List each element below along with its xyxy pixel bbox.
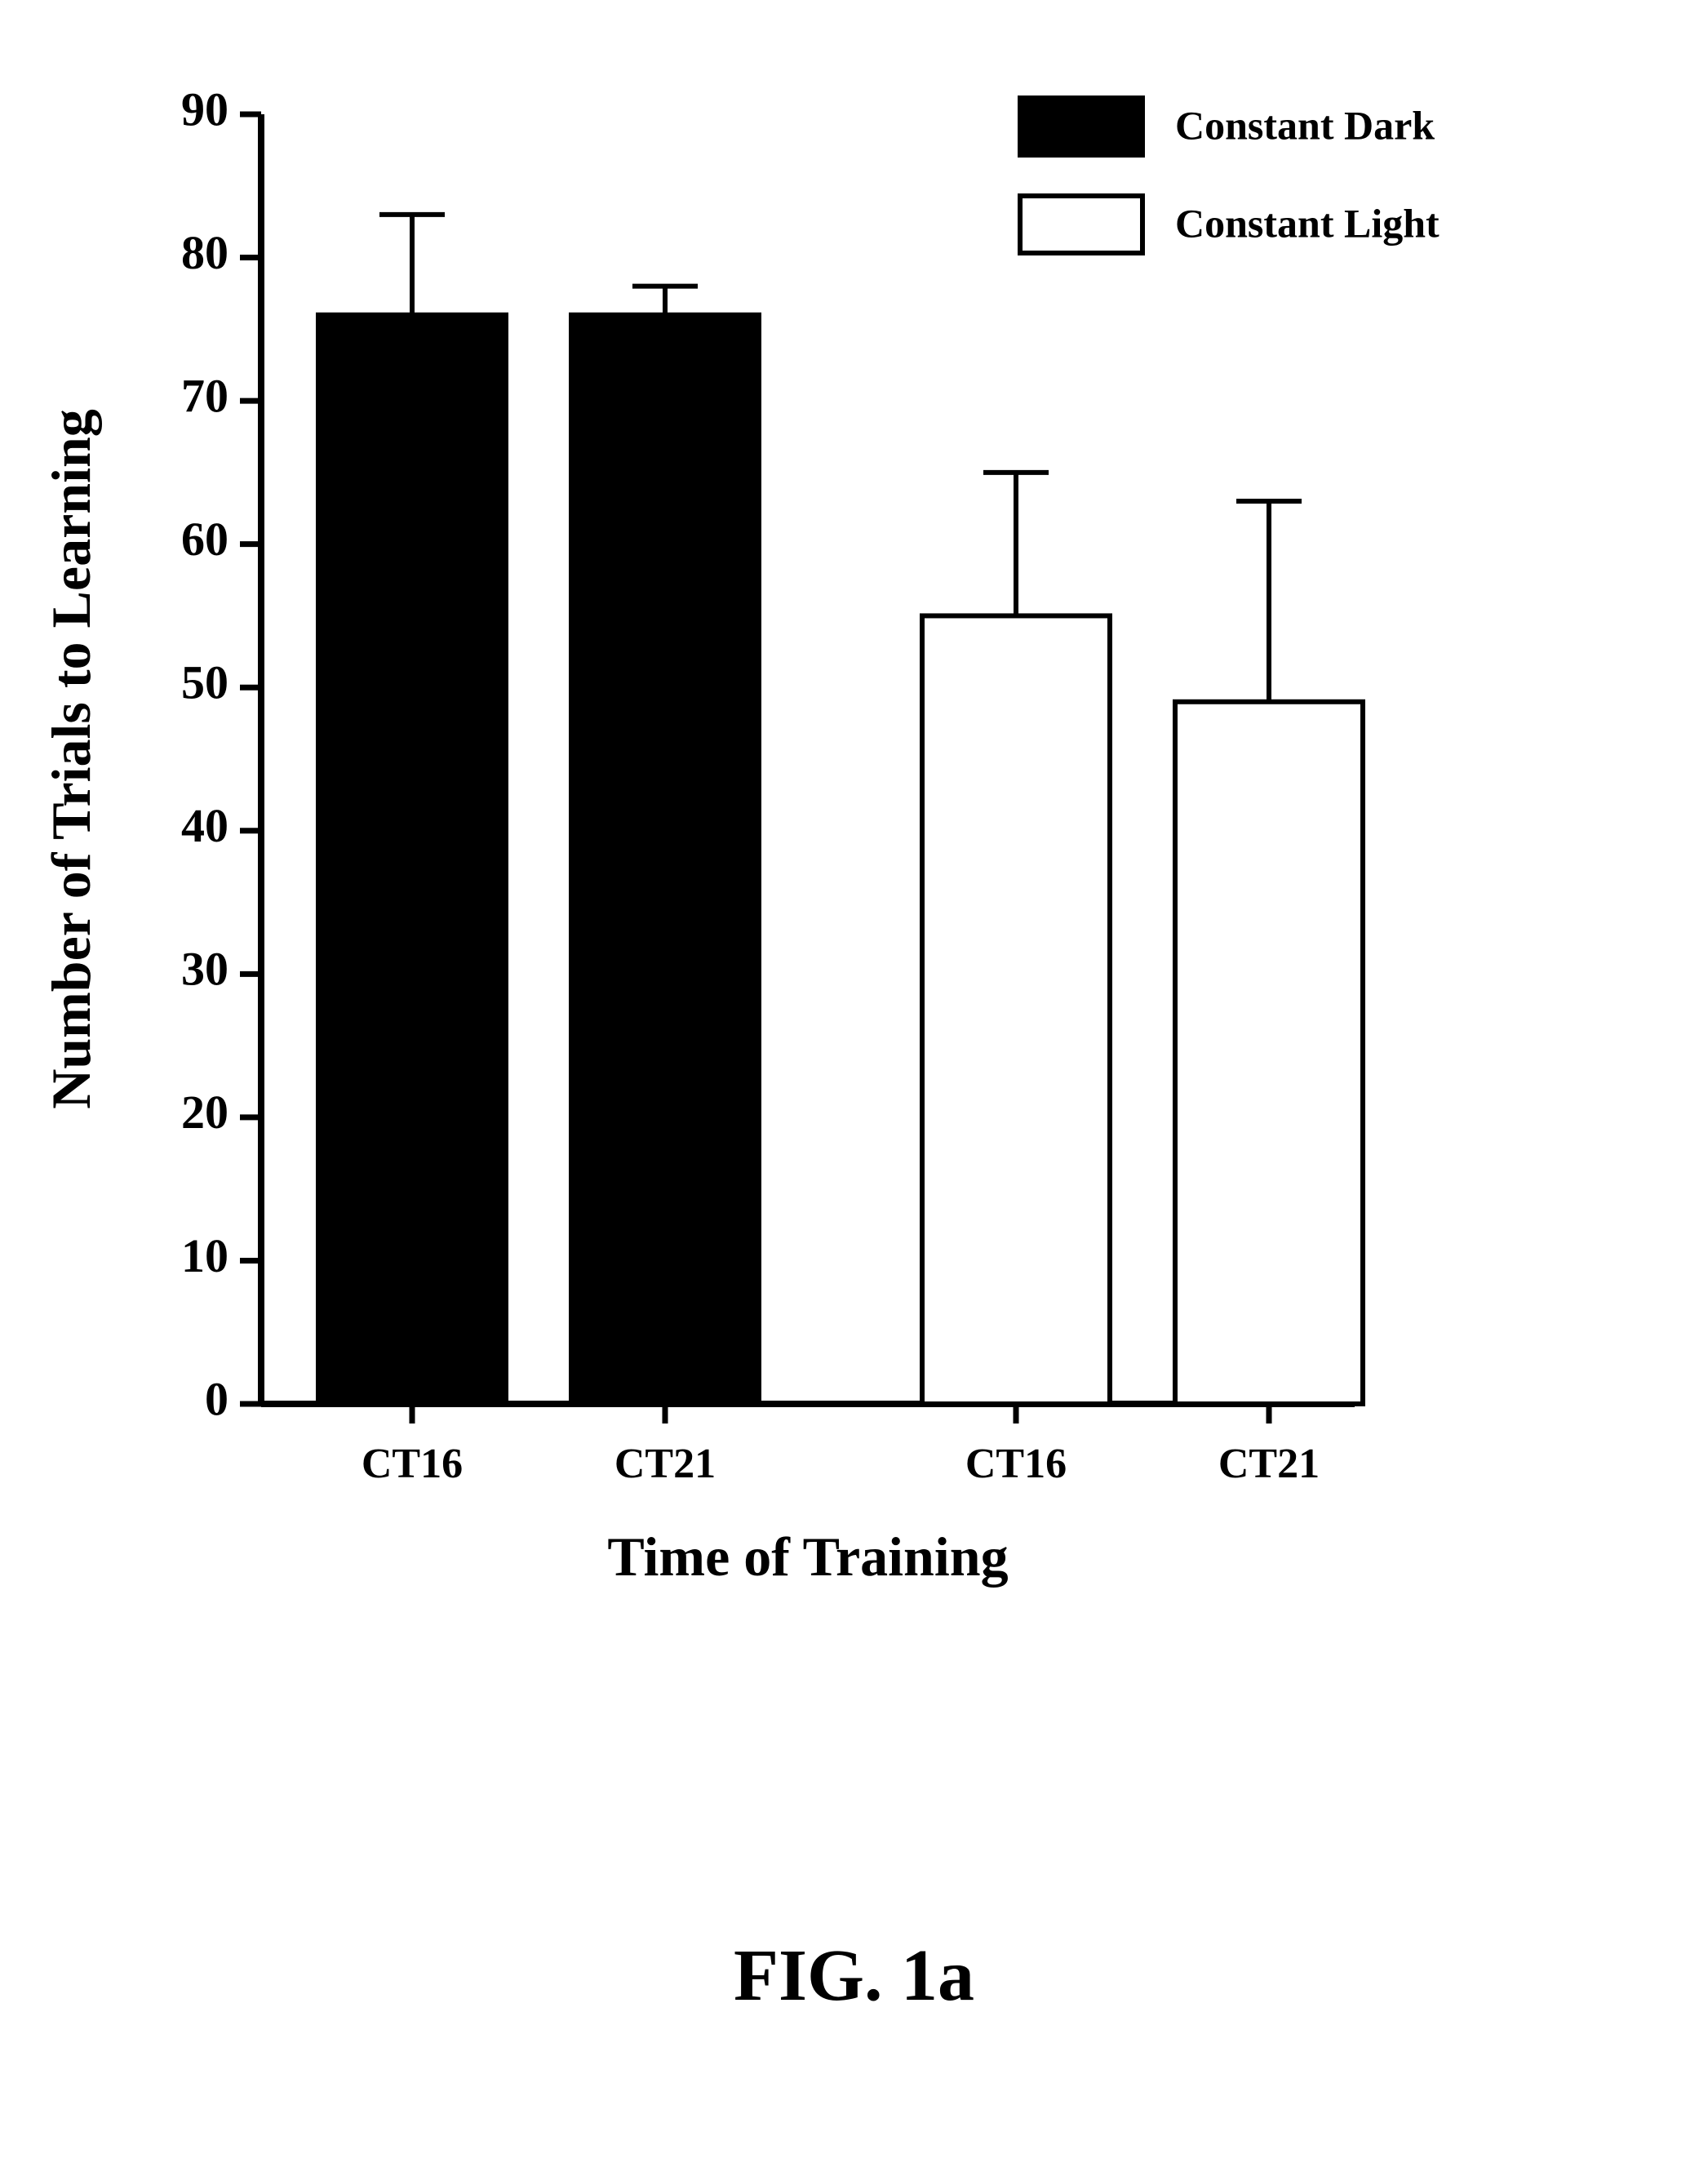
y-axis-title: Number of Trials to Learning xyxy=(40,409,102,1109)
y-tick-label: 0 xyxy=(205,1372,228,1425)
y-tick-label: 90 xyxy=(181,82,228,135)
chart-background xyxy=(0,0,1708,2163)
y-tick-label: 50 xyxy=(181,656,228,709)
x-tick-label: CT16 xyxy=(965,1441,1067,1487)
y-tick-label: 40 xyxy=(181,799,228,852)
y-tick-label: 30 xyxy=(181,943,228,996)
figure-caption: FIG. 1a xyxy=(734,1935,974,2016)
bar xyxy=(318,315,506,1404)
x-tick-label: CT21 xyxy=(1218,1441,1320,1487)
chart-figure: 0 10 20 30 40 50 60 70 80 90 CT16 CT21 CT16 CT21 Time … xyxy=(0,0,1708,2163)
y-tick-label: 80 xyxy=(181,226,228,279)
y-tick-label: 60 xyxy=(181,513,228,566)
legend-swatch xyxy=(1020,98,1142,155)
y-tick-label: 10 xyxy=(181,1229,228,1282)
bar xyxy=(571,315,759,1404)
bar xyxy=(1175,702,1363,1404)
x-axis-title: Time of Training xyxy=(607,1526,1008,1588)
legend-swatch xyxy=(1020,196,1142,253)
legend-label: Constant Dark xyxy=(1175,102,1435,148)
x-tick-label: CT21 xyxy=(614,1441,716,1487)
y-tick-label: 20 xyxy=(181,1086,228,1139)
legend-label: Constant Light xyxy=(1175,200,1440,246)
y-tick-label: 70 xyxy=(181,369,228,422)
bar xyxy=(922,615,1110,1404)
x-tick-label: CT16 xyxy=(362,1441,463,1487)
